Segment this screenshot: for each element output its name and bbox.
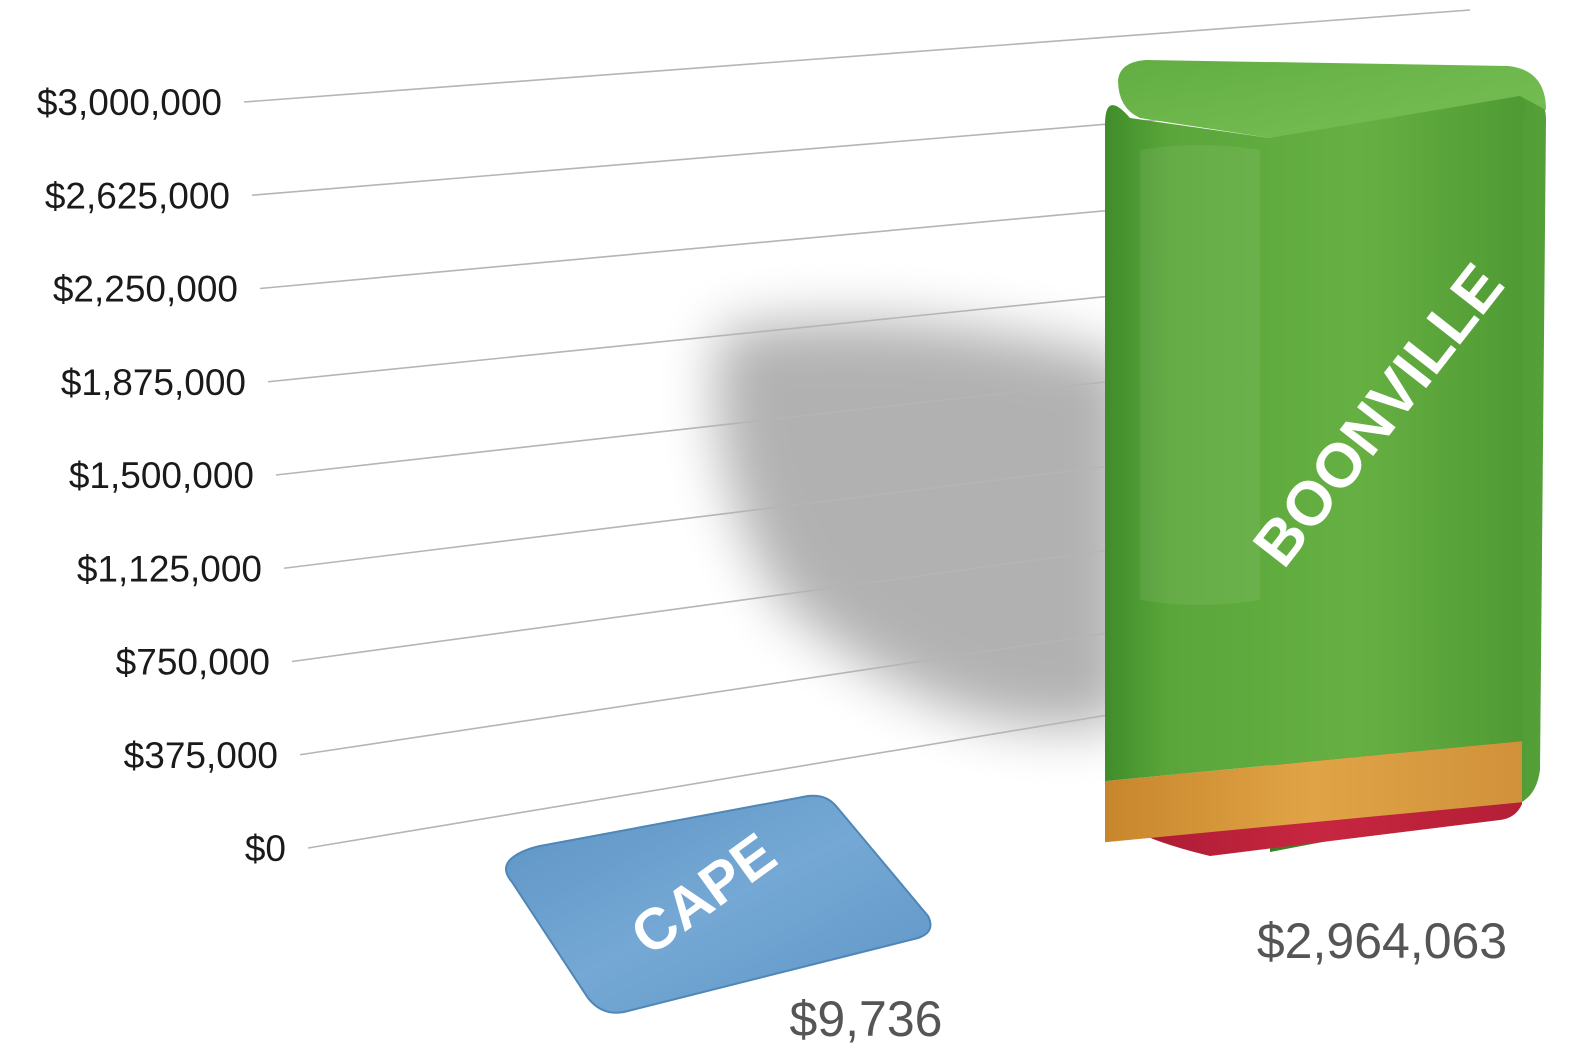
bar-boonville-segment-green	[1104, 96, 1526, 782]
gridline	[243, 9, 1471, 103]
y-tick-label: $2,250,000	[53, 269, 238, 310]
bar-boonville: BOONVILLE	[1104, 60, 1546, 856]
label-layer: $9,736 $2,964,063	[790, 913, 1508, 1047]
y-tick-label: $0	[245, 828, 286, 869]
shadow-layer	[716, 320, 1130, 728]
y-tick-label: $1,875,000	[61, 362, 246, 403]
y-tick-label: $3,000,000	[37, 82, 222, 123]
bar-boonville-segment-red	[1105, 798, 1522, 856]
y-tick-label: $2,625,000	[45, 175, 230, 216]
y-tick-label: $375,000	[124, 735, 278, 776]
bar-shadow	[716, 320, 1130, 728]
bar-boonville-top-face	[1118, 60, 1546, 138]
tick-label-layer: $3,000,000 $2,625,000 $2,250,000 $1,875,000…	[37, 82, 286, 869]
bar-layer: CAPE BOONVILLE	[505, 60, 1546, 1014]
y-tick-label: $750,000	[116, 642, 270, 683]
gridline	[307, 707, 1151, 849]
y-tick-label: $1,125,000	[77, 548, 262, 589]
gridline	[299, 619, 1191, 756]
y-tick-label: $1,500,000	[69, 455, 254, 496]
bar-boonville-segment-orange	[1105, 741, 1522, 843]
bar-cape-tile	[505, 794, 932, 1014]
bar-cape-value-label: $9,736	[790, 991, 943, 1047]
bar-boonville-highlight	[1140, 145, 1260, 605]
bar-cape: CAPE	[505, 794, 932, 1014]
gridline	[291, 532, 1231, 663]
grid-layer	[243, 9, 1471, 849]
bar-boonville-value-label: $2,964,063	[1257, 913, 1507, 969]
